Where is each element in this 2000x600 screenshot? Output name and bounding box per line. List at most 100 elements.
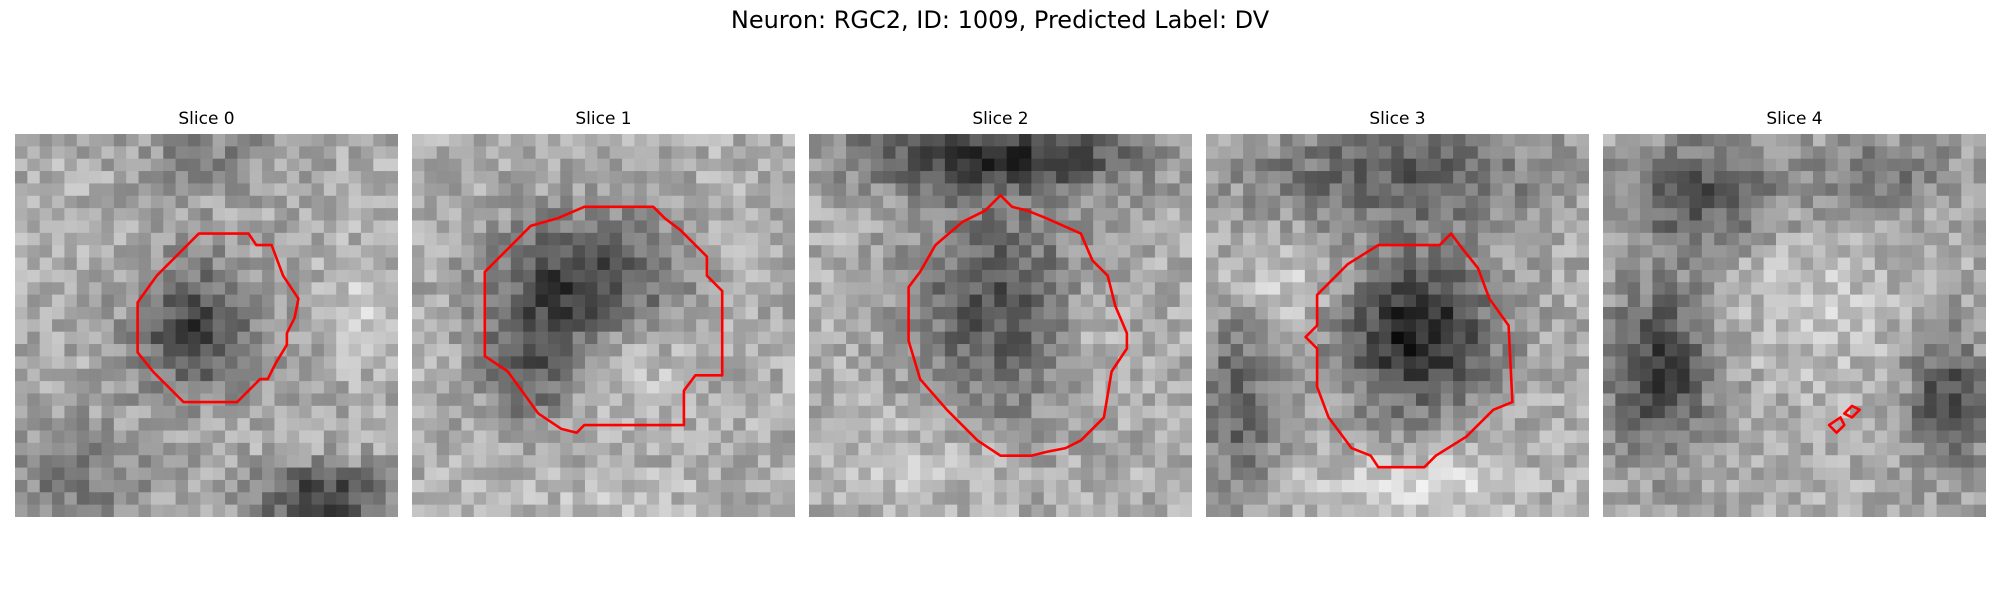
- pixel-cell: [1825, 344, 1839, 357]
- pixel-cell: [833, 368, 847, 382]
- pixel-cell: [1936, 331, 1950, 345]
- pixel-cell: [1154, 171, 1168, 184]
- pixel-cell: [1019, 282, 1032, 296]
- pixel-cell: [1366, 269, 1380, 283]
- pixel-cell: [1924, 430, 1938, 444]
- pixel-cell: [1850, 294, 1863, 308]
- pixel-cell: [39, 479, 53, 493]
- pixel-cell: [175, 257, 189, 271]
- pixel-cell: [424, 208, 438, 221]
- pixel-cell: [449, 331, 462, 345]
- pixel-cell: [671, 232, 685, 246]
- pixel-cell: [1652, 245, 1666, 259]
- pixel-cell: [597, 306, 611, 320]
- pixel-cell: [1292, 331, 1306, 345]
- pixel-cell: [76, 282, 90, 296]
- pixel-cell: [1416, 356, 1429, 370]
- pixel-cell: [1701, 344, 1715, 357]
- pixel-cell: [1603, 442, 1616, 456]
- pixel-cell: [1874, 306, 1888, 320]
- pixel-cell: [1477, 405, 1491, 419]
- pixel-cell: [323, 306, 337, 320]
- pixel-cell: [1576, 306, 1589, 320]
- pixel-cell: [1230, 269, 1244, 283]
- pixel-cell: [101, 158, 115, 172]
- pixel-cell: [237, 455, 251, 469]
- pixel-cell: [1080, 294, 1094, 308]
- pixel-cell: [622, 158, 635, 172]
- pixel-cell: [1093, 183, 1107, 197]
- pixel-cell: [1874, 146, 1888, 160]
- pixel-cell: [1763, 405, 1777, 419]
- pixel-cell: [1428, 368, 1442, 382]
- pixel-cell: [1117, 158, 1131, 172]
- pixel-cell: [1800, 393, 1814, 407]
- pixel-cell: [547, 504, 561, 517]
- pixel-cell: [969, 442, 983, 456]
- pixel-cell: [1341, 356, 1355, 370]
- pixel-cell: [696, 195, 710, 209]
- pixel-cell: [1490, 319, 1504, 333]
- pixel-cell: [138, 368, 152, 382]
- pixel-cell: [113, 405, 127, 419]
- pixel-cell: [1936, 393, 1950, 407]
- pixel-cell: [76, 232, 90, 246]
- pixel-cell: [622, 282, 635, 296]
- pixel-cell: [1576, 442, 1589, 456]
- pixel-cell: [1206, 418, 1219, 432]
- pixel-cell: [1514, 479, 1528, 493]
- pixel-cell: [1738, 467, 1752, 481]
- pixel-cell: [1800, 418, 1814, 432]
- pixel-cell: [1751, 257, 1765, 271]
- pixel-cell: [1354, 381, 1368, 394]
- pixel-cell: [225, 282, 238, 296]
- pixel-cell: [163, 294, 177, 308]
- pixel-cell: [1043, 393, 1057, 407]
- pixel-cell: [1825, 356, 1839, 370]
- pixel-cell: [1751, 467, 1765, 481]
- pixel-cell: [1440, 344, 1454, 357]
- pixel-cell: [385, 183, 398, 197]
- pixel-cell: [1243, 232, 1256, 246]
- pixel-cell: [720, 146, 734, 160]
- pixel-cell: [757, 220, 771, 234]
- cell-contour-0: [136, 232, 300, 404]
- pixel-cell: [1664, 331, 1678, 345]
- pixel-cell: [486, 455, 499, 469]
- pixel-cell: [436, 442, 450, 456]
- pixel-cell: [1154, 195, 1168, 209]
- pixel-cell: [274, 134, 288, 147]
- pixel-cell: [1788, 504, 1802, 517]
- pixel-cell: [833, 492, 847, 506]
- pixel-cell: [510, 158, 524, 172]
- pixel-cell: [1973, 146, 1986, 160]
- pixel-cell: [920, 331, 934, 345]
- pixel-cell: [1800, 319, 1814, 333]
- pixel-cell: [1043, 455, 1057, 469]
- pixel-cell: [385, 306, 398, 320]
- pixel-cell: [1167, 492, 1181, 506]
- pixel-cell: [1502, 183, 1516, 197]
- pixel-cell: [1080, 479, 1094, 493]
- pixel-cell: [572, 306, 586, 320]
- pixel-cell: [1677, 269, 1690, 283]
- pixel-cell: [1874, 257, 1888, 271]
- pixel-cell: [1551, 245, 1565, 259]
- pixel-cell: [436, 393, 450, 407]
- pixel-cell: [1465, 134, 1479, 147]
- pixel-cell: [944, 393, 958, 407]
- slice-title-4: Slice 4: [1766, 109, 1823, 129]
- pixel-cell: [1514, 134, 1528, 147]
- pixel-cell: [858, 405, 872, 419]
- pixel-cell: [1490, 306, 1504, 320]
- pixel-cell: [175, 479, 189, 493]
- pixel-cell: [1652, 208, 1666, 221]
- pixel-cell: [1378, 331, 1392, 345]
- pixel-cell: [286, 381, 300, 394]
- pixel-cell: [1837, 208, 1851, 221]
- pixel-cell: [1689, 442, 1703, 456]
- pixel-cell: [584, 356, 598, 370]
- pixel-cell: [1961, 479, 1975, 493]
- pixel-cell: [113, 257, 127, 271]
- pixel-cell: [1391, 331, 1405, 345]
